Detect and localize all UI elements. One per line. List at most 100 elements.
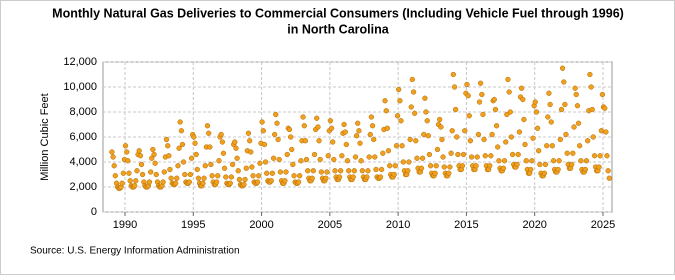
point — [545, 114, 551, 120]
point — [427, 163, 434, 169]
point — [450, 71, 456, 78]
point — [126, 170, 132, 176]
point — [521, 116, 527, 123]
y-tick-label: 12,000 — [63, 56, 97, 68]
point — [536, 148, 542, 154]
point — [387, 163, 393, 169]
point — [303, 156, 310, 163]
point — [153, 171, 159, 178]
point — [393, 143, 400, 149]
point — [414, 155, 420, 161]
point — [447, 164, 453, 170]
point — [578, 158, 584, 164]
point — [602, 105, 608, 111]
point — [176, 145, 182, 151]
point — [378, 166, 385, 173]
point — [514, 161, 520, 168]
point — [146, 179, 153, 185]
x-tick-label: 2010 — [386, 219, 410, 231]
point — [325, 153, 331, 159]
point — [495, 144, 501, 150]
point — [346, 168, 352, 174]
point — [573, 91, 579, 98]
point — [192, 140, 198, 146]
point — [597, 153, 603, 159]
point — [124, 149, 130, 155]
point — [353, 133, 360, 139]
point — [174, 175, 180, 181]
point — [177, 119, 183, 125]
point — [318, 169, 325, 175]
point — [235, 168, 241, 174]
point — [248, 149, 254, 155]
point — [460, 151, 467, 158]
point — [373, 166, 379, 173]
point — [467, 138, 474, 144]
point — [598, 128, 604, 134]
point — [300, 114, 306, 120]
point — [149, 155, 155, 161]
point — [372, 154, 378, 160]
point — [396, 86, 402, 93]
point — [261, 141, 268, 148]
point — [301, 123, 307, 129]
point — [276, 156, 282, 163]
point — [449, 128, 455, 134]
y-tick-label: 10,000 — [63, 81, 97, 93]
point — [509, 151, 516, 158]
point — [439, 136, 445, 143]
point — [479, 91, 485, 98]
y-tick-label: 6,000 — [69, 131, 97, 143]
point — [364, 174, 370, 180]
chart-title: in North Carolina — [287, 22, 389, 36]
point — [337, 168, 344, 174]
point — [127, 178, 133, 184]
point — [532, 99, 538, 105]
point — [557, 136, 564, 143]
point — [596, 164, 602, 170]
point — [165, 143, 171, 149]
point — [405, 168, 411, 174]
point — [356, 128, 362, 134]
point — [227, 180, 233, 186]
point — [466, 113, 472, 119]
point — [262, 159, 269, 165]
point — [219, 139, 226, 145]
point — [109, 149, 115, 155]
point — [344, 158, 351, 164]
point — [148, 169, 154, 175]
point — [259, 119, 265, 125]
point — [482, 153, 488, 159]
point — [152, 160, 158, 166]
point — [410, 89, 417, 95]
point — [505, 76, 511, 83]
point — [245, 130, 252, 136]
point — [528, 166, 534, 173]
point — [518, 85, 525, 91]
point — [382, 98, 388, 104]
point — [413, 138, 419, 144]
point — [606, 175, 612, 181]
point — [468, 154, 475, 160]
point — [186, 179, 192, 185]
point — [477, 80, 484, 86]
point — [436, 116, 443, 123]
point — [603, 129, 609, 135]
point — [291, 173, 297, 179]
point — [166, 153, 172, 159]
point — [120, 170, 126, 176]
point — [179, 141, 186, 148]
point — [522, 141, 528, 148]
point — [254, 179, 261, 185]
point — [425, 133, 431, 139]
point — [202, 163, 208, 169]
point — [332, 168, 338, 174]
point — [290, 161, 296, 168]
y-tick-label: 4,000 — [69, 156, 97, 168]
point — [434, 146, 441, 153]
point — [515, 151, 521, 158]
point — [368, 114, 375, 120]
point — [589, 106, 595, 113]
point — [286, 126, 293, 133]
